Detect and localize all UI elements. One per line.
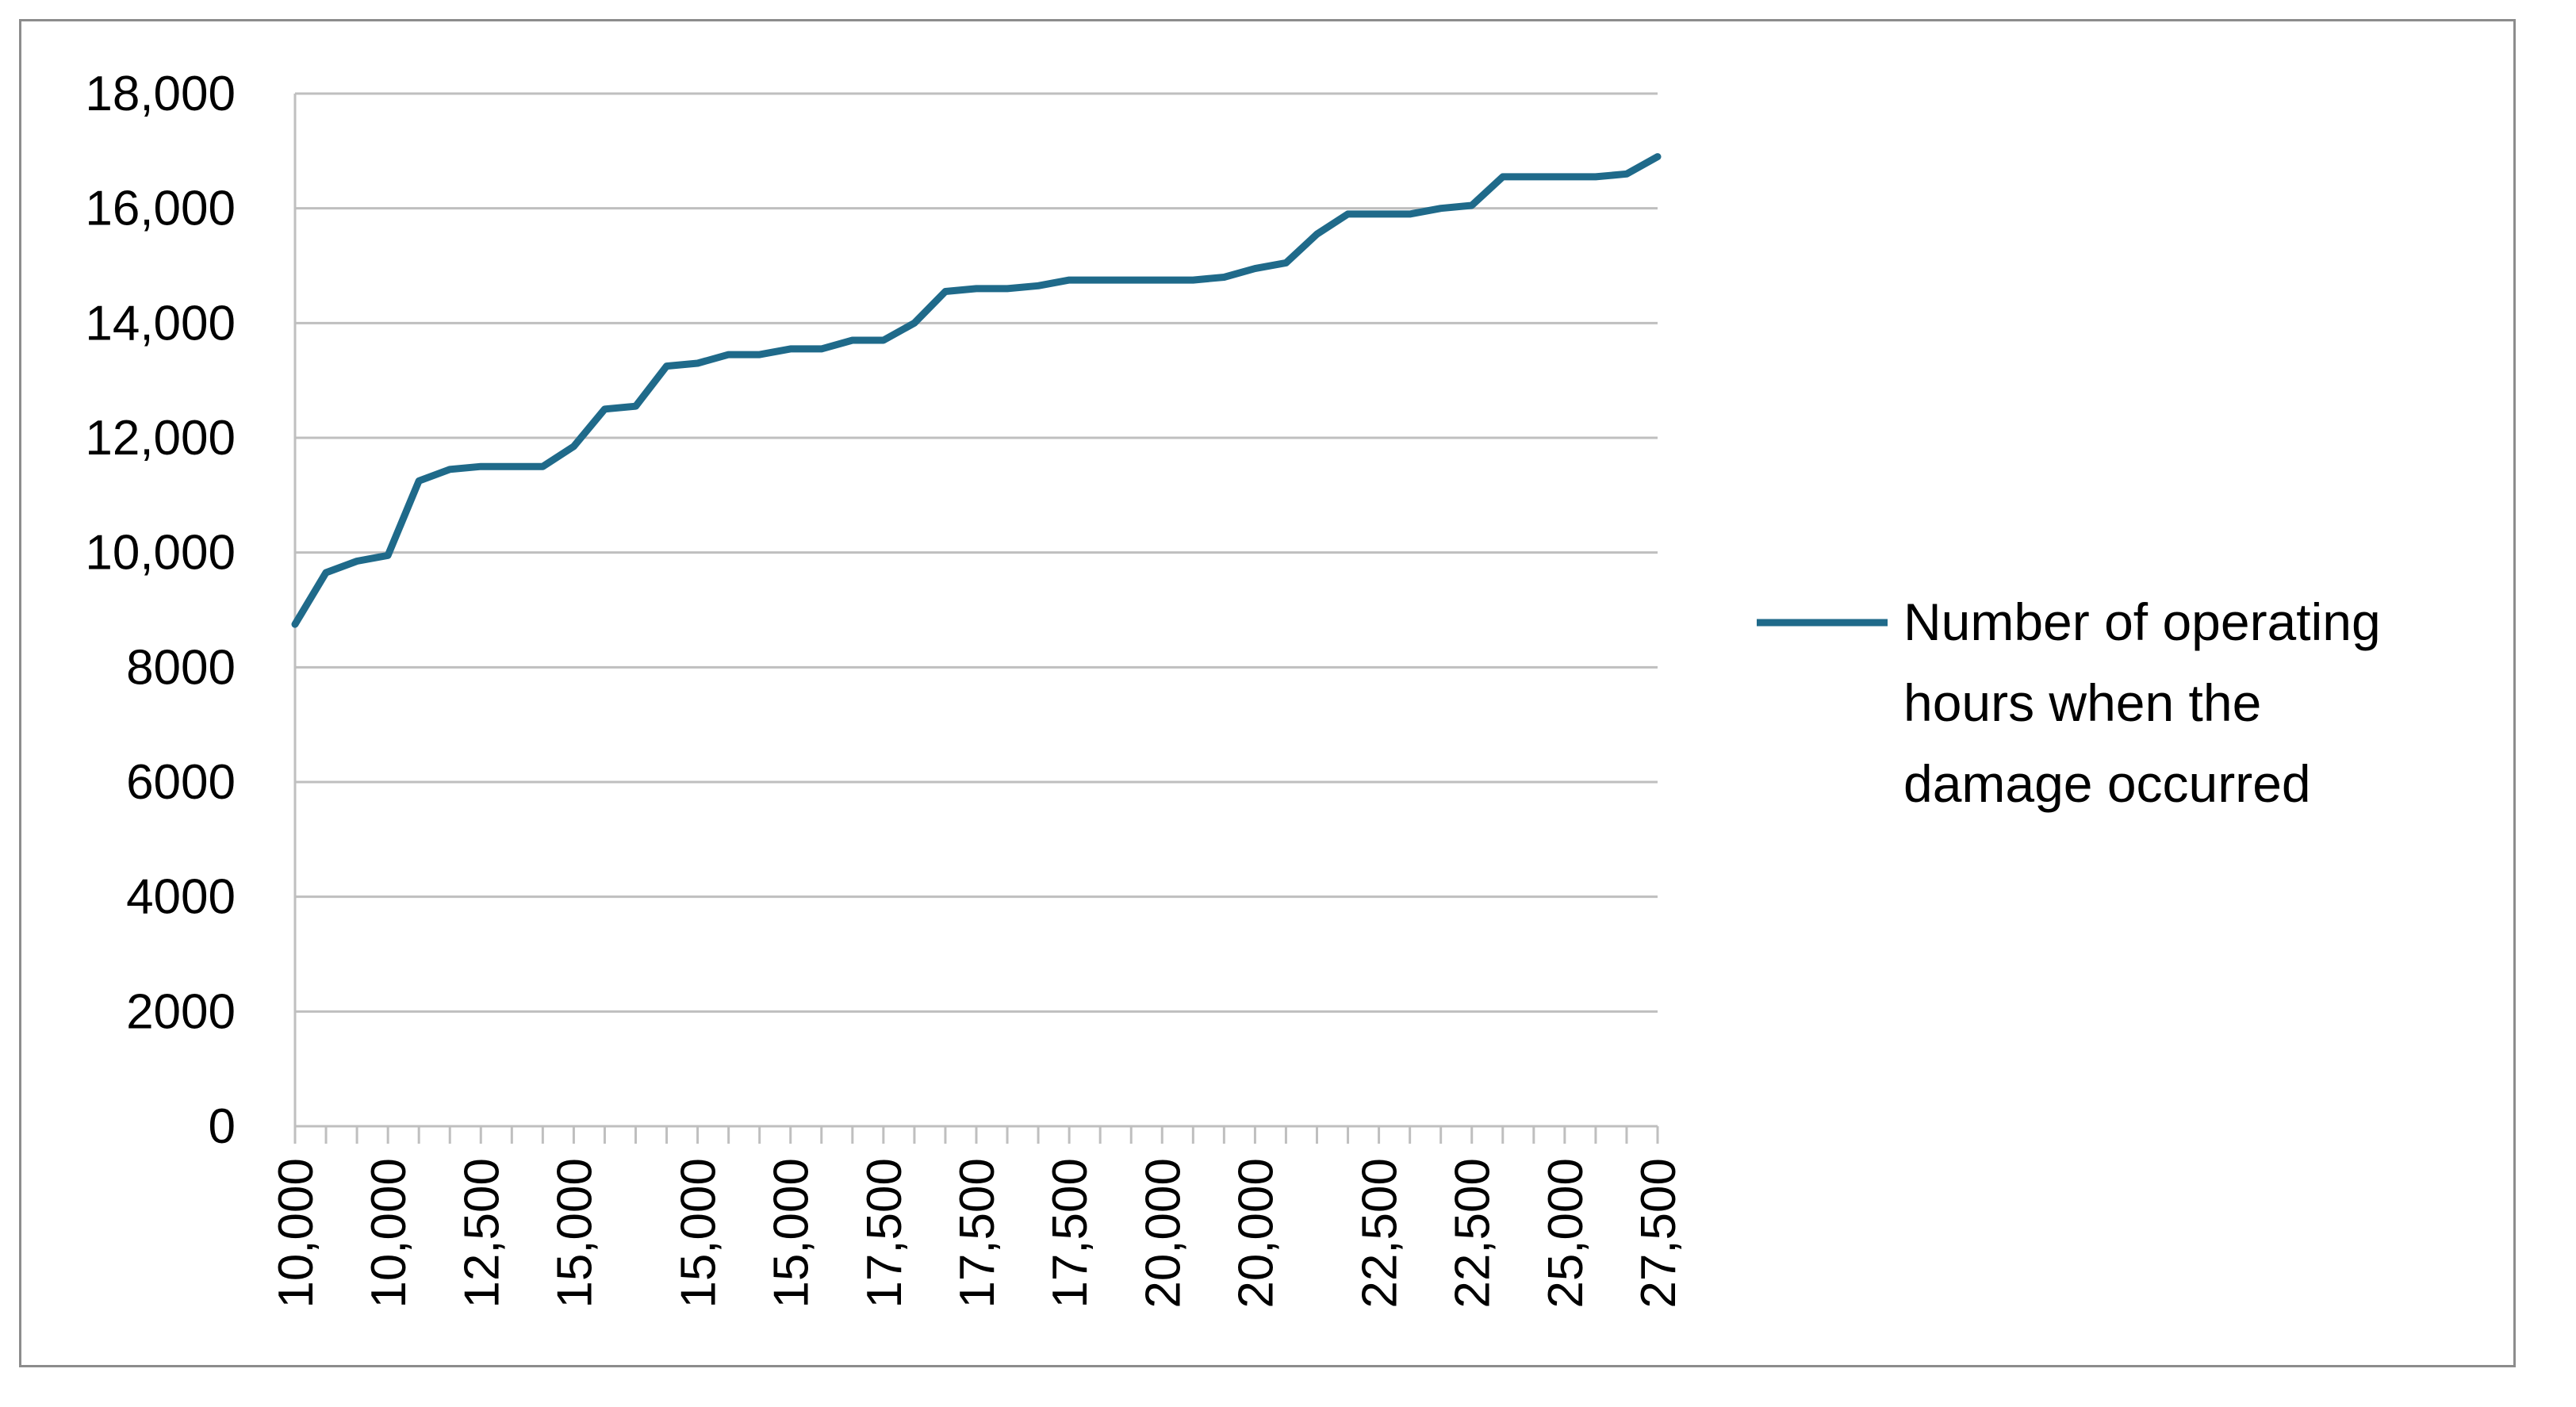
x-tick-label: 22,500 [1353,1158,1408,1309]
x-tick-label: 10,000 [362,1158,416,1309]
y-tick-label: 8000 [126,640,236,695]
y-tick-label: 2000 [126,984,236,1039]
y-tick-label: 12,000 [85,411,236,466]
series-lines [291,153,1662,628]
x-tick-label: 15,000 [672,1158,726,1309]
x-tick-label: 17,500 [950,1158,1005,1309]
x-tick-label: 15,000 [765,1158,819,1309]
x-tick-label: 17,500 [1043,1158,1098,1309]
y-tick-label: 6000 [126,755,236,810]
y-tick-label: 18,000 [85,67,236,121]
axes [293,94,1658,1128]
x-tick-label: 22,500 [1446,1158,1501,1309]
legend-label: Number of operating hours when the damage … [1903,592,2381,813]
y-tick-label: 14,000 [85,296,236,351]
series-line [291,153,1662,628]
y-axis-tick-labels: 0 2000 4000 6000 8000 10,000 12,000 14,000 16,00… [85,67,236,1154]
y-tick-label: 0 [209,1099,236,1154]
y-tick-label: 4000 [126,870,236,925]
x-tick-label: 25,000 [1539,1158,1593,1309]
gridlines [295,92,1658,1013]
y-tick-label: 10,000 [85,526,236,581]
x-tick-label: 27,500 [1631,1158,1686,1309]
y-tick-label: 16,000 [85,182,236,236]
x-tick-label: 20,000 [1229,1158,1283,1309]
x-tick-label: 10,000 [269,1158,324,1309]
x-tick-label: 12,500 [454,1158,509,1309]
x-tick-label: 15,000 [547,1158,602,1309]
x-tick-label: 17,500 [857,1158,912,1309]
x-axis-tick-labels: 10,000 10,000 12,500 15,000 15,000 15,000 17,5… [269,1158,1686,1309]
chart-frame [19,19,2516,1367]
x-tick-label: 20,000 [1136,1158,1190,1309]
x-axis-ticks [293,1126,1659,1144]
legend: Number of operating hours when the damage … [1757,592,2381,813]
